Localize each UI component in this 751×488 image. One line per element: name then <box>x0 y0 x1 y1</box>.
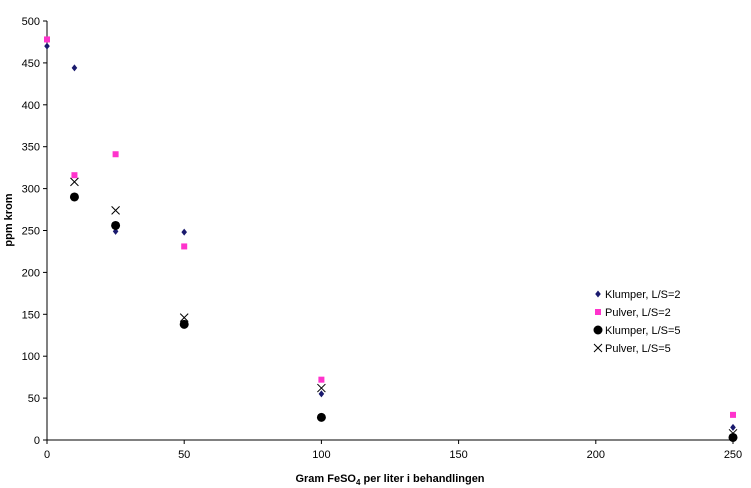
data-point <box>71 64 78 72</box>
data-point <box>317 383 326 393</box>
data-point <box>730 423 736 431</box>
data-point <box>71 172 78 179</box>
data-point <box>318 390 325 398</box>
y-tick-label: 50 <box>28 393 40 405</box>
y-tick-label: 350 <box>22 142 40 154</box>
data-point <box>44 36 50 43</box>
series-4 <box>70 177 738 438</box>
data-point <box>179 313 189 323</box>
legend-marker <box>595 309 601 315</box>
data-point <box>181 243 188 250</box>
x-axis-ticks: 0 50 100 150 200 250 <box>44 440 742 461</box>
x-tick-label: 0 <box>44 449 50 461</box>
x-axis-label-subscript: 4 <box>356 478 361 487</box>
y-tick-label: 250 <box>22 226 40 238</box>
data-point <box>728 432 738 442</box>
data-point <box>179 319 189 329</box>
legend-marker <box>593 325 603 335</box>
y-tick-label: 500 <box>22 16 40 28</box>
y-axis-label: ppm krom <box>3 193 15 246</box>
data-point <box>316 412 326 422</box>
legend-label: Klumper, L/S=5 <box>605 325 681 337</box>
data-points <box>44 36 738 442</box>
series-1 <box>44 42 736 431</box>
x-axis-label-part2: per liter i behandlingen <box>360 473 484 485</box>
y-tick-label: 150 <box>22 309 40 321</box>
data-point <box>728 428 738 438</box>
data-point <box>318 376 325 383</box>
x-tick-label: 250 <box>724 449 742 461</box>
y-tick-label: 100 <box>22 351 40 363</box>
legend-label: Klumper, L/S=2 <box>605 289 681 301</box>
legend-label: Pulver, L/S=5 <box>605 343 671 355</box>
data-point <box>70 177 79 187</box>
legend-marker <box>593 343 603 353</box>
legend-marker <box>595 290 601 298</box>
data-point <box>69 192 79 202</box>
y-tick-label: 0 <box>34 435 40 447</box>
y-axis-ticks: 0 50 100 150 200 250 300 350 400 450 500 <box>22 16 47 447</box>
x-axis-label-part1: Gram FeSO <box>295 473 356 485</box>
x-tick-label: 100 <box>312 449 330 461</box>
series-2 <box>44 36 736 418</box>
data-point <box>111 206 120 215</box>
series-3 <box>69 192 738 442</box>
y-tick-label: 450 <box>22 58 40 70</box>
data-point <box>730 411 736 418</box>
x-tick-label: 50 <box>178 449 190 461</box>
y-tick-label: 200 <box>22 267 40 279</box>
legend: Klumper, L/S=2 Pulver, L/S=2 Klumper, L/S=… <box>593 289 681 355</box>
x-tick-label: 200 <box>587 449 605 461</box>
x-axis-label: Gram FeSO4 per liter i behandlingen <box>295 473 484 487</box>
data-point <box>112 151 119 158</box>
data-point <box>181 228 187 236</box>
y-tick-label: 300 <box>22 184 40 196</box>
data-point <box>44 42 50 50</box>
y-tick-label: 400 <box>22 100 40 112</box>
legend-label: Pulver, L/S=2 <box>605 307 671 319</box>
data-point <box>111 220 121 230</box>
x-tick-label: 150 <box>449 449 467 461</box>
